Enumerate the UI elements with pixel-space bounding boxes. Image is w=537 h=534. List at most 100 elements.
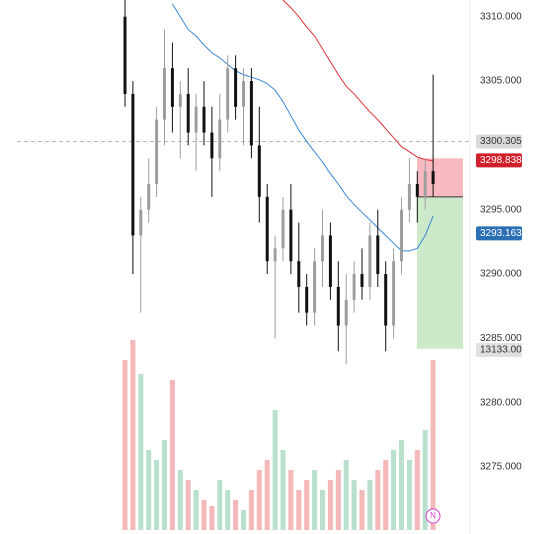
candle-body [281, 209, 285, 249]
marker-text: N [430, 511, 436, 520]
candle-body [423, 171, 427, 197]
volume-bar [138, 374, 144, 530]
candle-body [384, 274, 388, 326]
y-tick-label: 3310.000 [480, 11, 522, 22]
volume-bar [146, 450, 152, 530]
volume-bar [154, 460, 160, 530]
y-tick-label: 3280.000 [480, 397, 522, 408]
volume-bar [327, 480, 333, 530]
volume-bar [399, 440, 404, 530]
volume-bar [217, 480, 223, 530]
candle-body [328, 235, 332, 287]
volume-bar [201, 500, 207, 530]
candle-body [265, 196, 269, 262]
volume-bar [312, 470, 318, 530]
candle-body [407, 184, 411, 210]
candle-body [155, 119, 159, 185]
y-tick-label: 3285.000 [480, 333, 522, 344]
volume-bar [430, 360, 436, 530]
candle-body [305, 286, 309, 313]
candle-body [202, 106, 206, 133]
price-label: 3300.305 [480, 136, 522, 147]
volume-bar [296, 490, 302, 530]
candle-body [186, 93, 190, 133]
candle-body [249, 81, 253, 146]
volume-bar [280, 450, 286, 530]
candle-body [360, 274, 364, 287]
volume-bar [185, 480, 191, 530]
candle-body [289, 209, 293, 262]
volume-label-bg [476, 343, 522, 357]
volume-bar [304, 480, 310, 530]
candle-body [352, 274, 356, 300]
y-tick-label: 3295.000 [480, 204, 522, 215]
volume-bar [272, 410, 278, 530]
candle-body [273, 248, 277, 262]
volume-bar [241, 510, 246, 530]
volume-bar [177, 470, 183, 530]
volume-bar [351, 480, 357, 530]
y-tick-label: 3290.000 [480, 269, 522, 280]
volume-bar [256, 470, 262, 530]
volume-bar [130, 340, 136, 530]
volume-bar [367, 480, 373, 530]
candle-body [131, 93, 135, 236]
volume-bar [122, 360, 128, 530]
candle-body [376, 235, 380, 275]
candle-body [178, 93, 182, 107]
volume-bar [406, 460, 412, 530]
volume-label: 13133.00 [480, 345, 522, 356]
candle-body [336, 286, 340, 326]
candle-body [242, 81, 245, 107]
volume-bar [248, 490, 254, 530]
volume-bar [233, 500, 239, 530]
volume-bar [264, 460, 270, 530]
price-label-bg [476, 153, 522, 168]
volume-bar [335, 470, 341, 530]
candle-body [344, 299, 348, 326]
y-tick-label: 3275.000 [480, 462, 522, 473]
volume-bar [162, 440, 167, 530]
price-label: 3298.838 [480, 155, 522, 166]
y-tick-label: 3305.000 [480, 76, 522, 87]
volume-bar [225, 490, 231, 530]
candle-body [123, 16, 127, 94]
marker-icon [425, 508, 441, 524]
moving-average [282, 0, 434, 162]
volume-bar [169, 380, 175, 530]
volume-bar [359, 490, 365, 530]
price-label: 3293.163 [480, 228, 522, 239]
candle-body [431, 171, 435, 185]
candle-body [297, 261, 301, 287]
candle-body [139, 209, 143, 236]
candle-body [194, 106, 198, 133]
candle-body [210, 132, 214, 159]
volume-bar [414, 450, 420, 530]
volume-bar [320, 490, 325, 530]
price-label-bg [476, 134, 522, 149]
candle-body [321, 235, 324, 262]
target-zone [417, 196, 463, 349]
candle-body [415, 184, 419, 197]
price-label-bg [476, 226, 522, 241]
candle-body [218, 119, 222, 159]
candle-body [170, 68, 174, 107]
candle-body [368, 235, 372, 287]
candle-body [147, 184, 151, 210]
volume-bar [391, 450, 397, 530]
volume-bar [193, 490, 199, 530]
candle-body [257, 145, 261, 197]
candle-body [163, 68, 166, 120]
volume-bar [343, 460, 349, 530]
candle-body [226, 68, 230, 120]
candle-body [234, 68, 238, 107]
volume-bar [375, 470, 381, 530]
candle-body [392, 261, 396, 326]
volume-bar [422, 430, 428, 530]
volume-bar [383, 460, 389, 530]
candle-body [400, 209, 403, 262]
volume-bar [209, 506, 215, 530]
moving-average [171, 3, 434, 252]
